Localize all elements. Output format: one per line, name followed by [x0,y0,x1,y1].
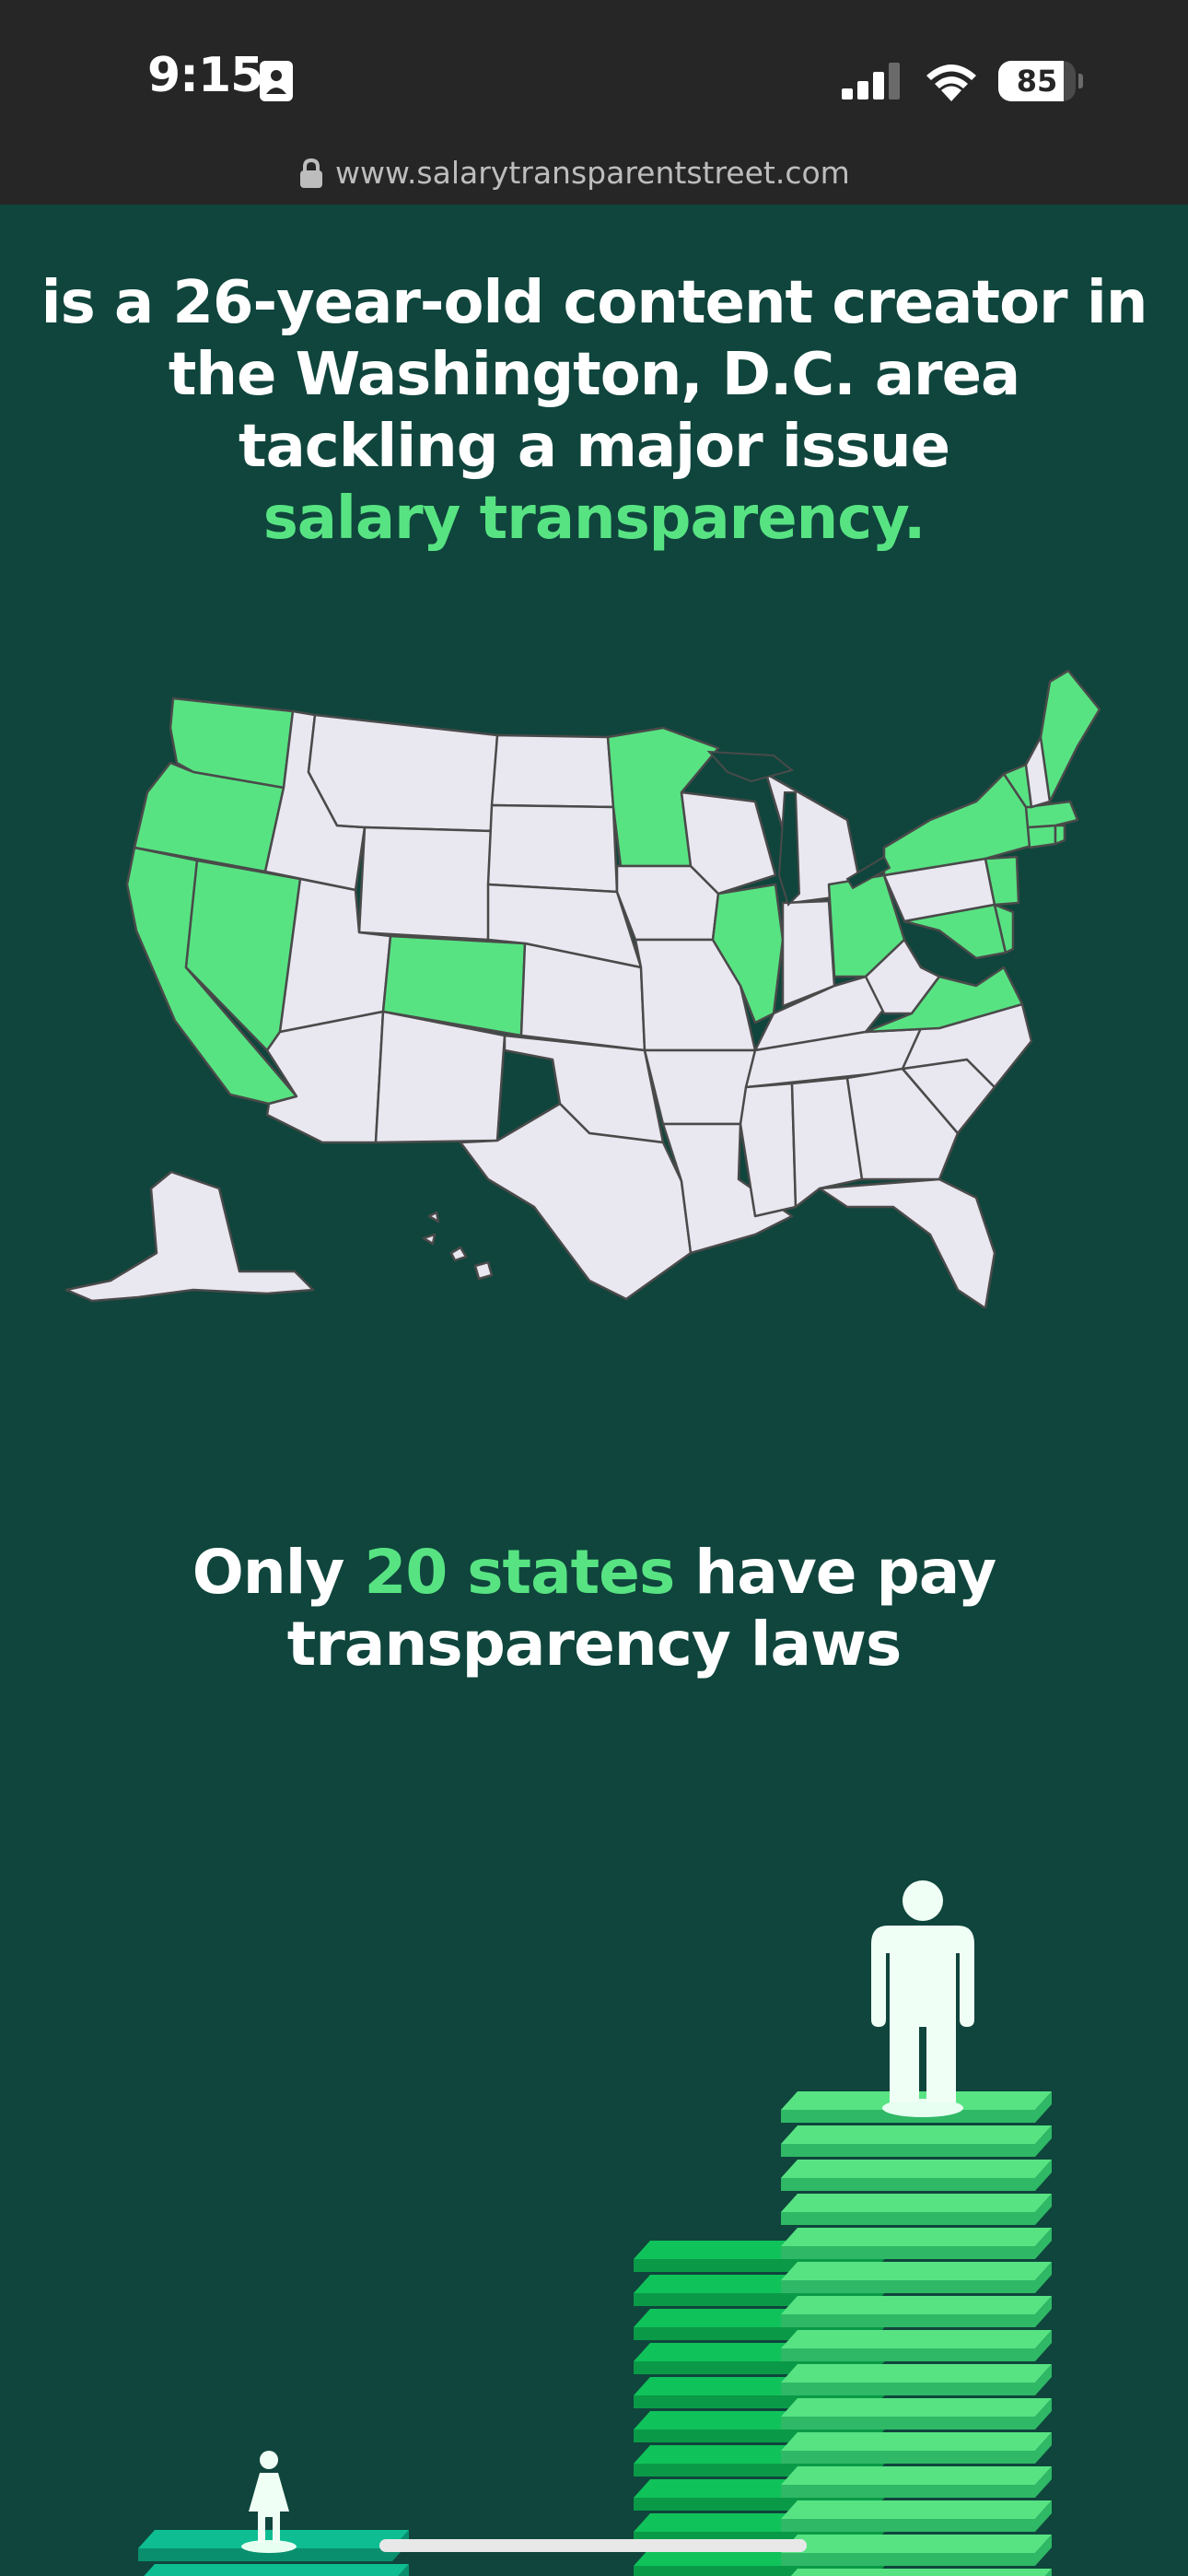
state-FL [818,1177,996,1308]
stack-slab-side [781,2500,1052,2532]
stack-slab [781,2160,1052,2178]
wifi-icon [926,64,976,101]
battery-icon: 85 [998,61,1083,101]
state-WI [680,790,777,896]
tall-stack [781,2091,1052,2576]
state-AZ [265,1010,385,1144]
stack-slab [781,2262,1052,2280]
lock-icon [300,158,322,188]
stack-slab-side [781,2364,1052,2395]
stack-slab-side [781,2296,1052,2327]
stack-slab [781,2125,1052,2144]
stat-text: Only 20 states have pay transparency law… [55,1537,1133,1680]
stat-prefix: Only [192,1537,345,1608]
state-SD [486,803,619,894]
stack-slab-side [781,2091,1052,2123]
stack-slab [781,2432,1052,2451]
battery-level: 85 [1016,64,1058,99]
stack-slab-side [781,2535,1052,2566]
state-MA [1024,800,1079,829]
stack-slab [781,2296,1052,2314]
stack-slab [781,2228,1052,2246]
stack-slab-side [781,2194,1052,2225]
url-text[interactable]: www.salarytransparentstreet.com [335,155,850,191]
state-MD [903,903,1007,960]
state-NM [374,1010,507,1144]
state-VA [864,966,1024,1034]
status-time: 9:15 [147,48,263,103]
stack-slab-side [1044,2569,1052,2576]
status-bar: 9:15 85 [0,0,1188,149]
state-DE [993,903,1015,954]
pay-gap-illustration [138,1880,1052,2576]
state-GA [845,1067,960,1181]
stack-slab-side [138,2530,409,2561]
battery-fill [998,61,1065,101]
stack-slab [781,2364,1052,2383]
stack-slab [144,2564,409,2576]
contact-card-icon [260,61,293,101]
url-bar[interactable] [0,149,1188,205]
stack-slab-side [781,2466,1052,2498]
state-AL [790,1076,864,1209]
stack-slab [790,2569,1052,2576]
stack-slab [781,2466,1052,2485]
home-indicator[interactable] [379,2539,807,2552]
stack-slab [781,2194,1052,2212]
us-map [64,669,1101,1308]
stack-slab-side [781,2398,1052,2430]
stat-suffix: have pay transparency laws [286,1537,997,1680]
lake-erie [845,855,891,890]
lake-michigan [777,791,801,907]
state-AK [64,1170,315,1303]
stack-slab [781,2398,1052,2417]
intro-highlight: salary transparency. [262,485,926,553]
stack-slab-side [781,2432,1052,2464]
state-TX [459,1102,693,1301]
state-HI [422,1211,494,1281]
stack-slab [781,2500,1052,2519]
stack-slab [781,2535,1052,2553]
small-person-icon [241,2451,297,2553]
stack-slab-side [781,2228,1052,2259]
state-WY [357,825,494,942]
state-ME [1039,669,1101,803]
battery-nub [1078,74,1083,88]
state-MT [307,713,499,833]
stack-slab-side [781,2330,1052,2361]
state-ND [490,733,615,809]
state-IL [711,883,785,1025]
battery-body: 85 [998,61,1076,101]
large-person-icon [871,1880,974,2117]
stack-slab-side [781,2125,1052,2157]
cellular-signal-icon [842,63,900,100]
state-NJ [984,855,1020,907]
state-AR [643,1048,757,1126]
state-CT [1026,824,1057,849]
state-MS [739,1082,798,1218]
stat-count: 20 states [364,1537,675,1608]
lake-superior [706,750,795,783]
stack-slab [781,2330,1052,2348]
stack-slab-side [398,2564,409,2576]
state-RI [1054,824,1066,846]
stack-slab-side [781,2262,1052,2293]
stack-slab-side [781,2160,1052,2191]
state-LA [661,1122,794,1255]
intro-text: is a 26-year-old content creator in the … [41,269,1148,481]
